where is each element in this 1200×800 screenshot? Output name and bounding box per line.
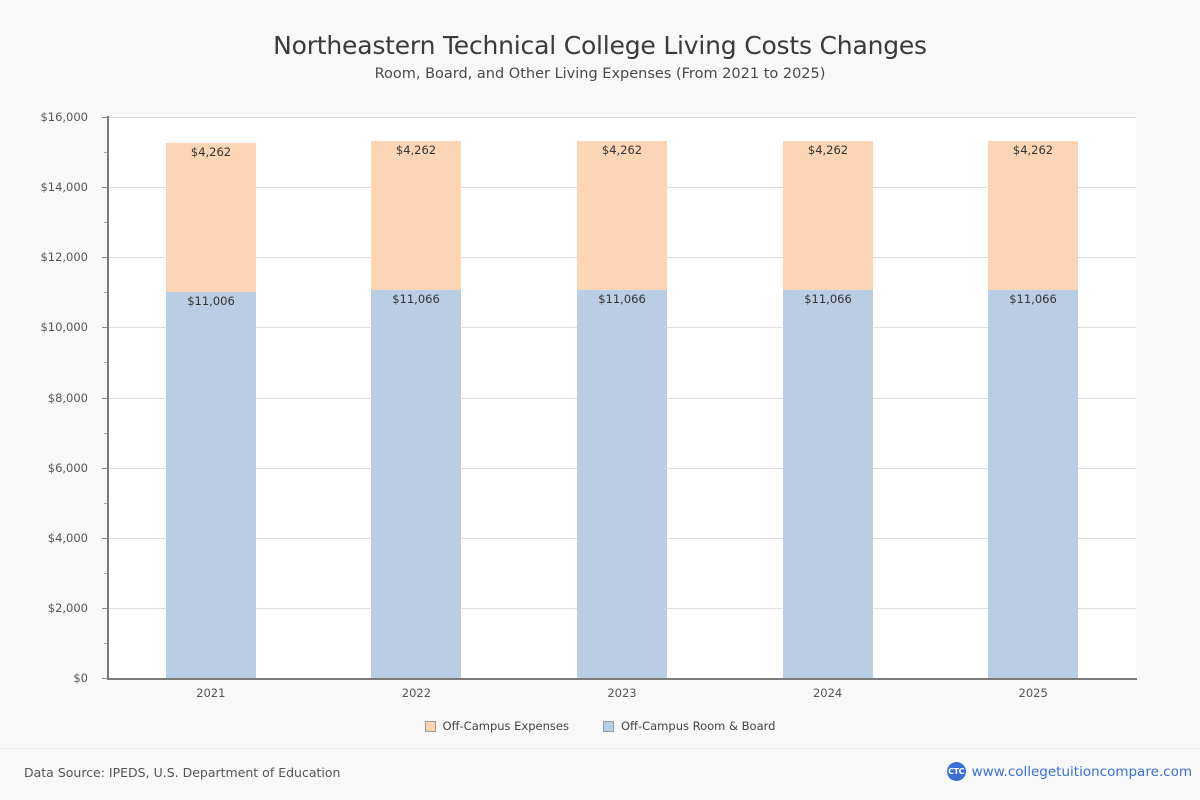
y-axis-label: $10,000 bbox=[40, 320, 88, 335]
bar-group[interactable]: $11,006 $4,262 bbox=[166, 117, 256, 678]
bar-segment-expenses[interactable] bbox=[166, 142, 256, 293]
y-axis-label: $2,000 bbox=[47, 600, 88, 615]
bar-group[interactable]: $11,066 $4,262 bbox=[783, 117, 873, 678]
ctc-logo-icon: CTC bbox=[946, 762, 966, 781]
y-axis-tick bbox=[102, 467, 108, 469]
bar-group[interactable]: $11,066 $4,262 bbox=[371, 117, 461, 678]
chart-title: Northeastern Technical College Living Co… bbox=[273, 31, 927, 60]
y-axis-label: $8,000 bbox=[47, 390, 88, 405]
y-axis-minor-tick bbox=[104, 152, 108, 154]
plot-area: $11,006 $4,262 $11,066 $4,262 $11,066 $4,262 $… bbox=[102, 117, 1136, 679]
x-axis-label: 2023 bbox=[607, 686, 637, 700]
y-axis-line bbox=[107, 116, 109, 679]
y-axis-tick bbox=[102, 607, 108, 609]
y-axis-tick bbox=[102, 257, 108, 259]
y-axis-minor-tick bbox=[104, 222, 108, 224]
x-axis-label: 2022 bbox=[401, 686, 432, 700]
y-axis-tick bbox=[102, 187, 108, 189]
y-axis-minor-tick bbox=[104, 642, 108, 644]
bar-segment-expenses[interactable] bbox=[371, 140, 461, 290]
bar-segment-room-board[interactable] bbox=[371, 289, 461, 678]
y-axis-label: $14,000 bbox=[40, 180, 88, 195]
y-axis-minor-tick bbox=[104, 362, 108, 364]
legend-label: Off-Campus Expenses bbox=[442, 719, 569, 733]
bar-segment-expenses[interactable] bbox=[783, 140, 873, 290]
y-axis-minor-tick bbox=[104, 432, 108, 434]
y-axis-minor-tick bbox=[104, 502, 108, 504]
chart-legend: Off-Campus Expenses Off-Campus Room & Boa… bbox=[0, 719, 1200, 733]
y-axis-minor-tick bbox=[104, 292, 108, 294]
y-axis-minor-tick bbox=[104, 572, 108, 574]
chart-subtitle: Room, Board, and Other Living Expenses (… bbox=[374, 66, 826, 82]
site-url-link[interactable]: www.collegetuitioncompare.com bbox=[971, 763, 1192, 780]
y-axis-tick bbox=[102, 397, 108, 399]
data-source-note: Data Source: IPEDS, U.S. Department of E… bbox=[24, 765, 341, 780]
legend-item[interactable]: Off-Campus Room & Board bbox=[602, 719, 776, 733]
bar-segment-expenses[interactable] bbox=[988, 140, 1078, 290]
x-axis-line bbox=[107, 678, 1137, 680]
x-axis-label: 2024 bbox=[812, 686, 843, 700]
bar-segment-room-board[interactable] bbox=[988, 289, 1078, 678]
bar-segment-expenses[interactable] bbox=[577, 140, 667, 290]
bar-segment-room-board[interactable] bbox=[577, 289, 667, 678]
x-axis-label: 2025 bbox=[1018, 686, 1048, 700]
y-axis-tick bbox=[102, 537, 108, 539]
bar-group[interactable]: $11,066 $4,262 bbox=[988, 117, 1078, 678]
legend-swatch-icon bbox=[424, 720, 436, 732]
x-axis-label: 2021 bbox=[196, 686, 226, 700]
y-axis-label: $16,000 bbox=[40, 110, 88, 124]
legend-label: Off-Campus Room & Board bbox=[620, 719, 776, 733]
footer-divider bbox=[0, 748, 1200, 749]
y-axis-tick bbox=[102, 327, 108, 329]
bar-group[interactable]: $11,066 $4,262 bbox=[577, 117, 667, 678]
gridline bbox=[108, 117, 1136, 118]
y-axis-label: $6,000 bbox=[47, 460, 88, 475]
legend-item[interactable]: Off-Campus Expenses bbox=[424, 719, 569, 733]
legend-swatch-icon bbox=[602, 720, 614, 732]
y-axis-label: $12,000 bbox=[40, 250, 88, 265]
bar-segment-room-board[interactable] bbox=[783, 289, 873, 678]
y-axis-tick bbox=[102, 117, 108, 118]
y-axis-tick bbox=[102, 678, 108, 679]
y-axis-label: $4,000 bbox=[47, 530, 88, 545]
y-axis-label: $0 bbox=[73, 671, 88, 685]
bar-segment-room-board[interactable] bbox=[166, 292, 256, 678]
site-credit[interactable]: CTC www.collegetuitioncompare.com bbox=[946, 762, 1192, 781]
